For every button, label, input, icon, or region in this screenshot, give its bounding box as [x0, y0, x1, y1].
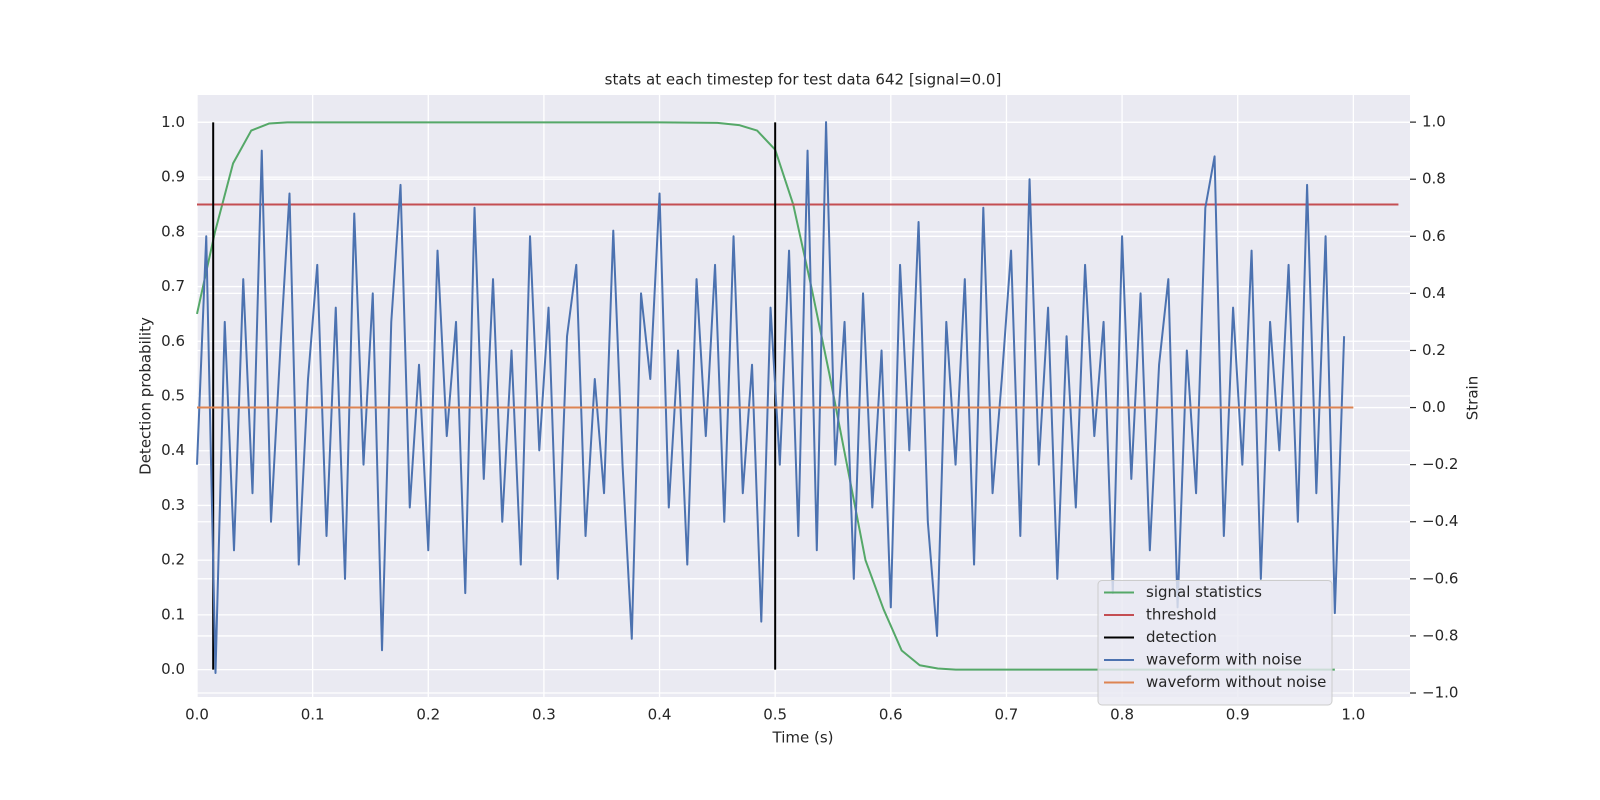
y2-tick-label: −0.6 [1422, 569, 1458, 587]
legend-label: signal statistics [1146, 583, 1262, 601]
x-tick-label: 0.7 [995, 706, 1019, 724]
y2-tick-label: 1.0 [1422, 113, 1446, 131]
y2-tick-label: −0.8 [1422, 626, 1458, 644]
y-tick-label: 0.4 [161, 441, 185, 459]
y-tick-label: 0.6 [161, 332, 185, 350]
y2-axis-label: Strain [1464, 376, 1482, 420]
y2-tick-label: 0.8 [1422, 170, 1446, 188]
x-tick-label: 0.9 [1226, 706, 1250, 724]
y-tick-label: 0.2 [161, 551, 185, 569]
y-tick-label: 0.7 [161, 277, 185, 295]
x-tick-label: 1.0 [1341, 706, 1365, 724]
x-axis-label: Time (s) [772, 729, 834, 747]
y2-tick-label: 0.0 [1422, 398, 1446, 416]
y-tick-label: 0.3 [161, 496, 185, 514]
y-tick-label: 0.0 [161, 660, 185, 678]
x-tick-label: 0.4 [648, 706, 672, 724]
y-tick-label: 0.9 [161, 168, 185, 186]
series-line [196, 121, 1335, 671]
legend-box [1097, 580, 1333, 706]
y-tick-label: 1.0 [161, 113, 185, 131]
x-tick-label: 0.8 [1110, 706, 1134, 724]
legend-label: waveform without noise [1146, 673, 1326, 691]
y-tick-label: 0.1 [161, 605, 185, 623]
y2-tick-label: −0.2 [1422, 455, 1458, 473]
legend-label: threshold [1146, 606, 1217, 624]
y2-tick-label: −1.0 [1422, 684, 1458, 702]
y-tick-label: 0.8 [161, 222, 185, 240]
x-tick-label: 0.5 [763, 706, 787, 724]
x-tick-label: 0.1 [301, 706, 325, 724]
x-tick-label: 0.3 [532, 706, 556, 724]
y-tick-label: 0.5 [161, 387, 185, 405]
x-tick-label: 0.0 [185, 706, 209, 724]
y2-tick-label: 0.4 [1422, 284, 1446, 302]
series-line [196, 121, 1346, 675]
y2-tick-label: −0.4 [1422, 512, 1458, 530]
y-axis-label: Detection probability [137, 317, 155, 475]
legend-label: detection [1146, 628, 1217, 646]
legend-label: waveform with noise [1146, 651, 1302, 669]
y2-tick-label: 0.2 [1422, 341, 1446, 359]
x-tick-label: 0.6 [879, 706, 903, 724]
x-tick-label: 0.2 [416, 706, 440, 724]
y2-tick-label: 0.6 [1422, 227, 1446, 245]
chart-title: stats at each timestep for test data 642… [605, 71, 1002, 89]
